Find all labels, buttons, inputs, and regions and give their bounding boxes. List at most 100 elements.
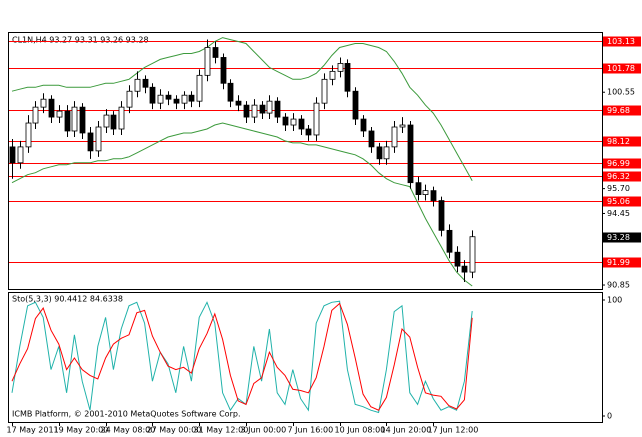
candle-body — [344, 63, 351, 92]
candle-body — [149, 86, 156, 104]
candle-body — [259, 104, 266, 114]
footer: ICMB Platform, © 2001-2010 MetaQuotes So… — [12, 410, 241, 419]
candle-body — [399, 124, 406, 128]
level-box — [603, 136, 641, 147]
level-box — [603, 158, 641, 169]
level-label: 101.78 — [607, 64, 635, 73]
x-tick-label: 10 Jun 08:00 — [335, 426, 386, 435]
candle-body — [157, 94, 164, 104]
level-box — [603, 257, 641, 268]
osc-tick-label: 100 — [607, 296, 622, 305]
candle-body — [25, 122, 32, 148]
x-tick-label: 24 May 08:00 — [101, 426, 156, 435]
osc-line — [11, 300, 473, 414]
level-label: 95.06 — [607, 197, 630, 206]
candle-body — [282, 116, 289, 126]
level-box — [603, 196, 641, 207]
candle-body — [87, 132, 94, 152]
y-tick-label: 100.55 — [607, 88, 635, 97]
level-box — [603, 105, 641, 116]
candle-body — [71, 106, 78, 132]
candle-body — [64, 110, 71, 132]
candle-body — [422, 190, 429, 195]
candle-body — [188, 94, 195, 102]
x-tick-label: 14 Jun 20:00 — [381, 426, 432, 435]
level-box — [603, 171, 641, 182]
level-label: 91.99 — [607, 258, 630, 267]
oscillator-frame — [8, 292, 603, 423]
candle-body — [329, 70, 336, 80]
candle-body — [461, 265, 468, 273]
candle-body — [321, 78, 328, 104]
candle-body — [454, 251, 461, 267]
level-box — [603, 36, 641, 47]
candle-body — [220, 57, 227, 84]
candle-body — [313, 102, 320, 136]
candle-body — [212, 47, 219, 58]
candle-body — [235, 100, 242, 106]
osc-tick-label: 0 — [607, 412, 612, 421]
candle-body — [251, 104, 258, 118]
candle-body — [142, 78, 149, 88]
candle-body — [103, 114, 110, 128]
candle-body — [305, 128, 312, 136]
osc-line — [11, 302, 473, 411]
candle-body — [32, 106, 39, 124]
candle-body — [438, 200, 445, 231]
x-tick-label: 19 May 20:00 — [54, 426, 109, 435]
level-label: 96.32 — [607, 172, 630, 181]
level-label: 98.12 — [607, 137, 630, 146]
level-box — [603, 63, 641, 74]
candle-body — [118, 106, 125, 130]
candle-body — [196, 74, 203, 102]
candle-body — [360, 118, 367, 132]
candle-body — [290, 118, 297, 126]
candle-body — [9, 146, 16, 164]
candle-body — [165, 94, 172, 100]
x-tick-label: 17 Jun 12:00 — [428, 426, 479, 435]
candle-body — [352, 90, 359, 120]
candle-body — [181, 94, 188, 104]
candle-body — [415, 182, 422, 195]
last-price-box — [603, 232, 641, 243]
candle-body — [383, 146, 390, 160]
main-frame — [8, 32, 603, 290]
y-tick-label: 90.85 — [607, 281, 630, 290]
candle-body — [407, 124, 414, 184]
band-line — [11, 37, 473, 181]
level-label: 103.13 — [607, 37, 635, 46]
candle-body — [204, 47, 211, 76]
level-label: 96.99 — [607, 159, 630, 168]
candle-body — [298, 118, 305, 130]
candle-body — [446, 229, 453, 253]
y-tick-label: 95.70 — [607, 184, 630, 193]
band-line — [11, 122, 473, 287]
candle-body — [110, 114, 117, 130]
x-tick-label: 31 May 12:00 — [194, 426, 249, 435]
candle-body — [243, 104, 250, 118]
x-tick-label: 3 Jun 00:00 — [241, 426, 287, 435]
candle-body — [368, 130, 375, 148]
candle-body — [430, 190, 437, 201]
candle-body — [173, 98, 180, 104]
candle-body — [79, 106, 86, 134]
candle-body — [126, 90, 133, 108]
x-tick-label: 17 May 2011 — [7, 426, 59, 435]
chart-title: CL1N,H4 93.27 93.31 93.26 93.28 — [12, 36, 149, 45]
oscillator-title: Sto(5,3,3) 90.4412 84.6338 — [12, 295, 123, 304]
last-price-label: 93.28 — [607, 233, 630, 242]
candle-body — [95, 126, 102, 152]
candle-body — [17, 146, 24, 164]
candle-body — [376, 146, 383, 160]
candle-body — [56, 110, 63, 118]
candle-body — [134, 78, 141, 92]
x-tick-label: 7 Jun 16:00 — [288, 426, 334, 435]
candle-body — [337, 63, 344, 72]
candle-body — [266, 100, 273, 114]
candle-body — [40, 98, 47, 108]
candle-body — [48, 98, 55, 118]
y-tick-label: 94.45 — [607, 209, 630, 218]
candle-body — [469, 236, 476, 273]
